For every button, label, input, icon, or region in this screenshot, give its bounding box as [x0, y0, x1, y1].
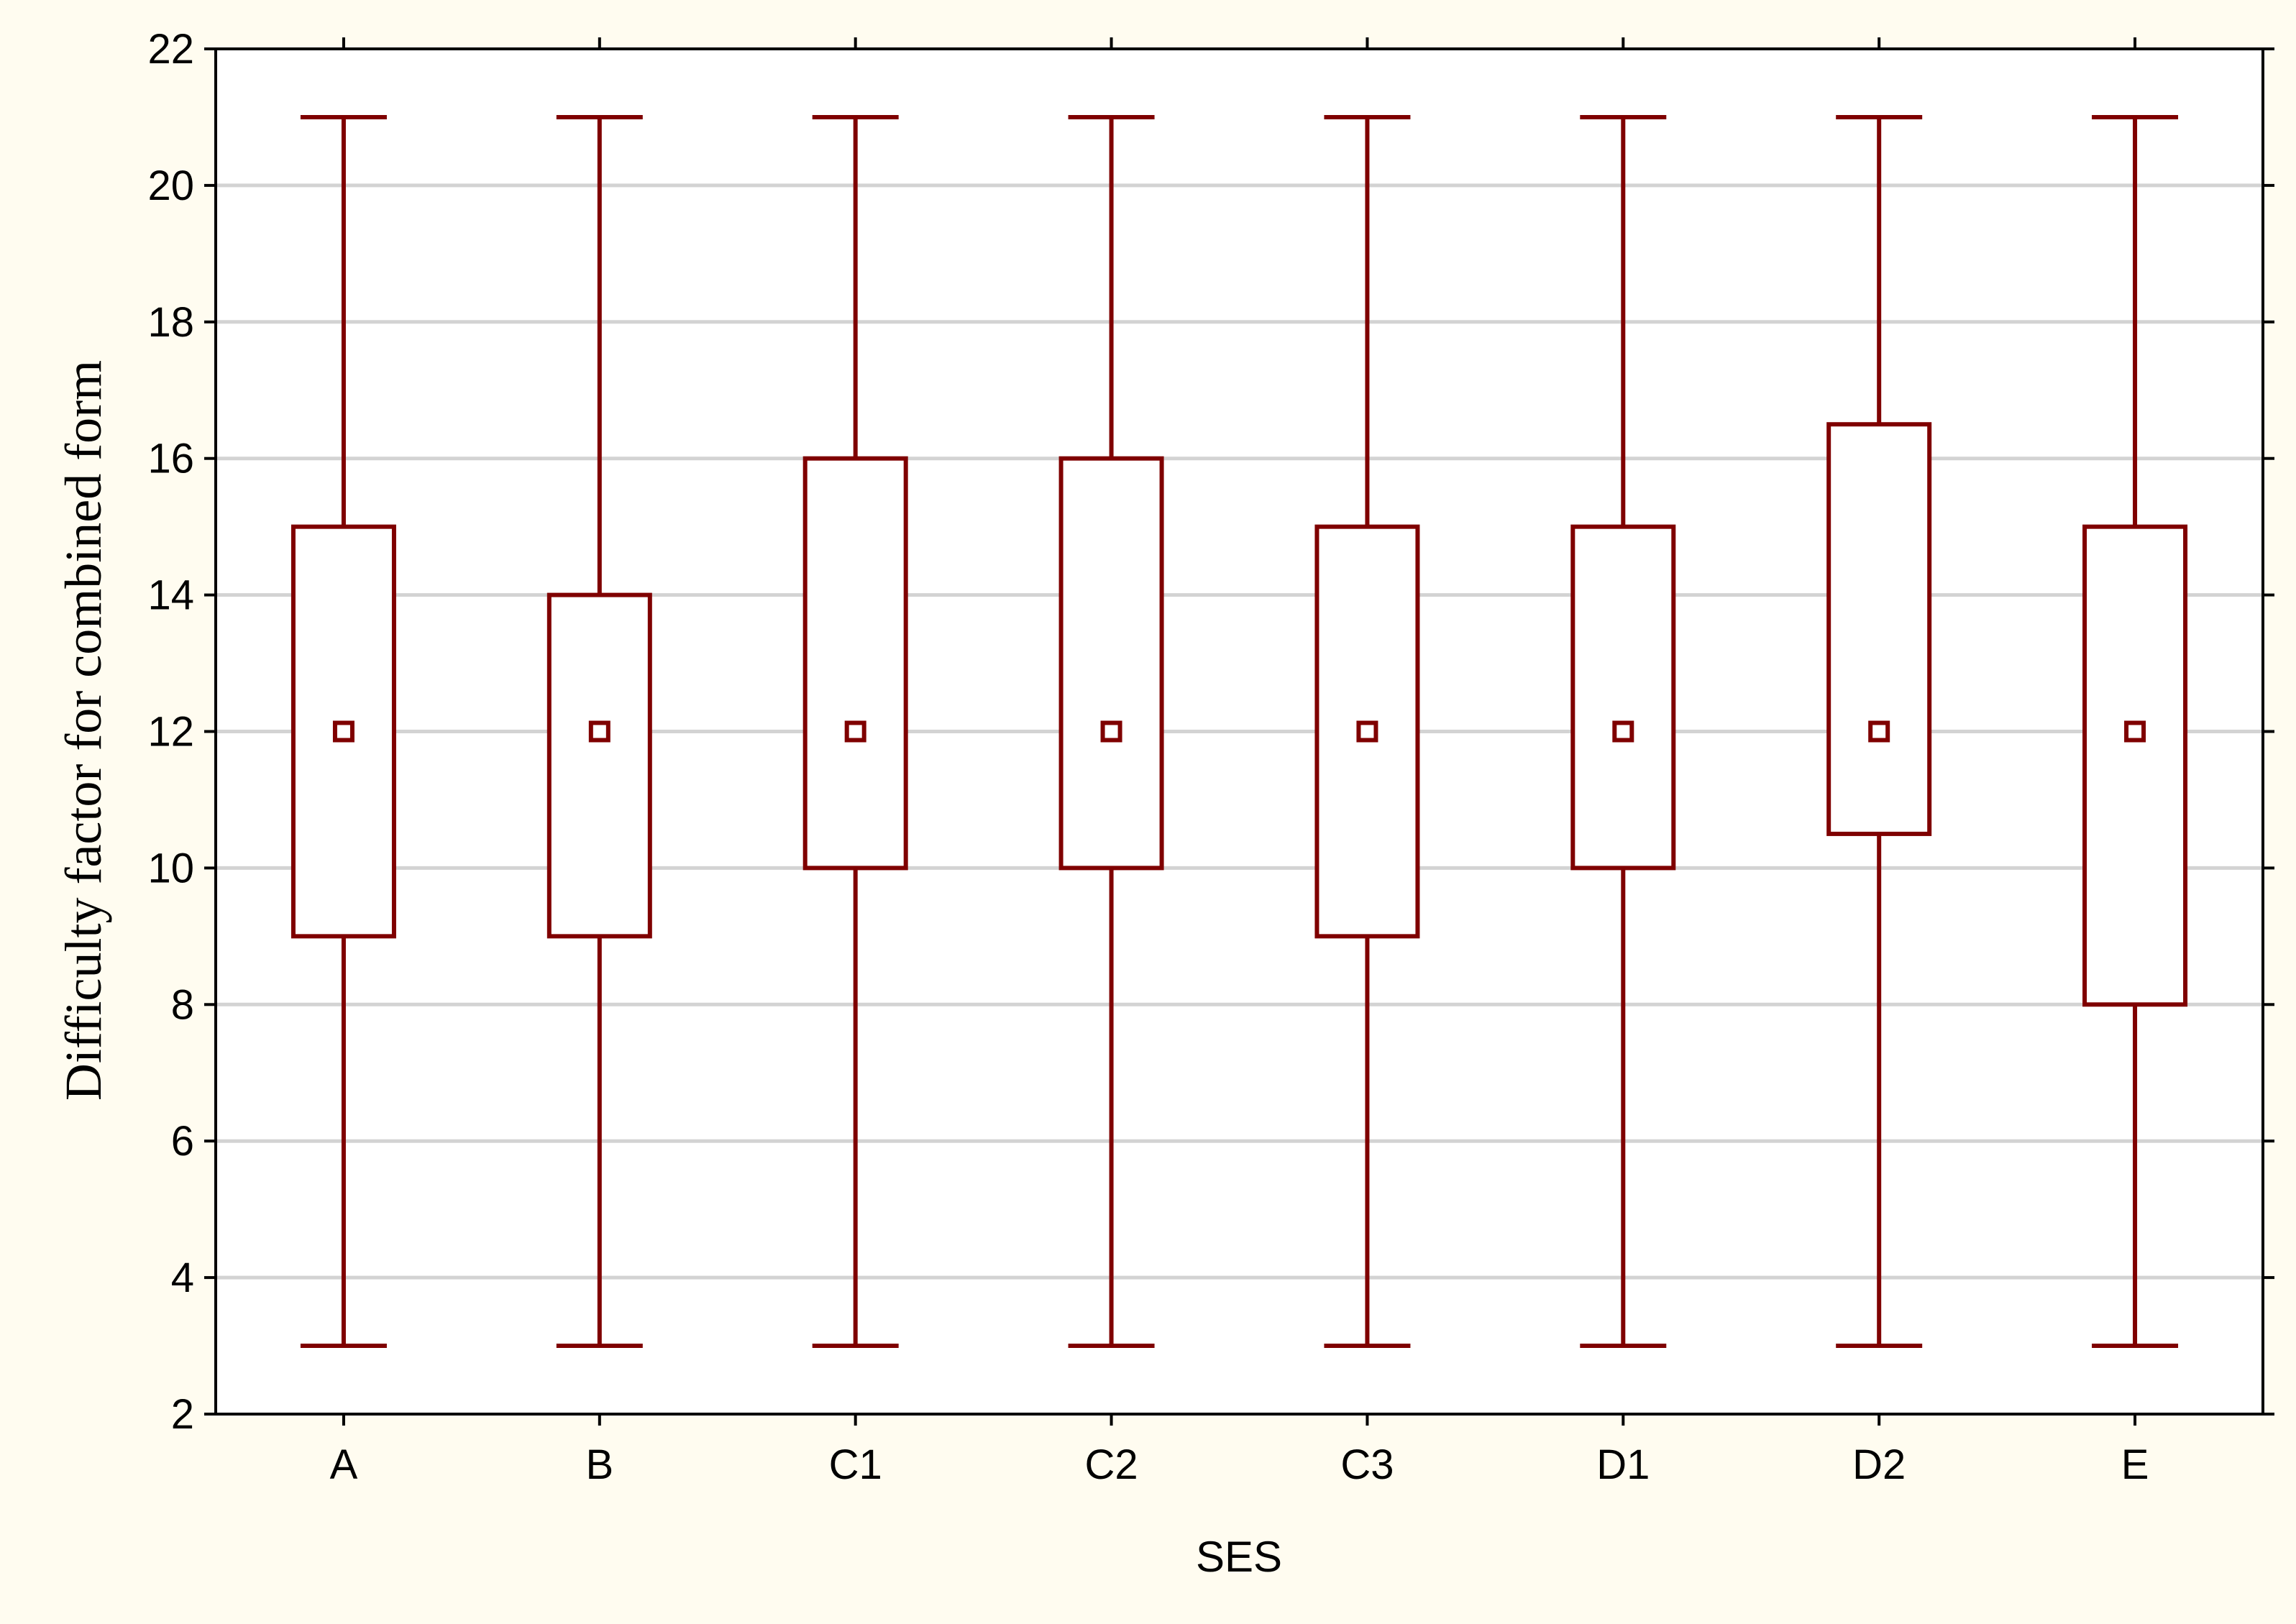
y-tick-label: 4 [171, 1254, 194, 1301]
y-tick-label: 8 [171, 981, 194, 1028]
y-tick-label: 20 [147, 162, 194, 209]
x-tick-label: C2 [1084, 1441, 1138, 1488]
x-tick-label: E [2121, 1441, 2149, 1488]
boxes [291, 114, 2188, 1349]
y-tick-label: 18 [147, 299, 194, 346]
x-tick-label: C3 [1340, 1441, 1394, 1488]
iqr-box [1570, 524, 1676, 871]
y-tick-label: 16 [147, 436, 194, 482]
x-axis-label: SES [1196, 1533, 1282, 1581]
box-group-b [546, 114, 652, 1349]
x-tick-label: B [585, 1441, 613, 1488]
x-tick-label: D2 [1852, 1441, 1906, 1488]
iqr-box [1826, 422, 1932, 836]
y-axis-ticks: 2 4 6 8 10 12 14 16 18 20 22 [147, 26, 2274, 1438]
iqr-box [802, 456, 908, 871]
median-marker [844, 720, 866, 743]
y-tick-label: 14 [147, 572, 194, 619]
median-marker [2124, 720, 2146, 743]
median-marker [1356, 720, 1378, 743]
median-marker [1612, 720, 1634, 743]
median-marker [1868, 720, 1890, 743]
y-tick-label: 12 [147, 709, 194, 756]
median-marker [1100, 720, 1122, 743]
y-tick-label: 6 [171, 1118, 194, 1165]
plot-frame [214, 47, 2264, 1416]
box-group-c3 [1314, 114, 1420, 1349]
box-group-a [291, 114, 396, 1349]
y-tick-label: 2 [171, 1391, 194, 1438]
y-tick-label: 22 [147, 26, 194, 73]
median-marker [332, 720, 355, 743]
box-group-d2 [1826, 114, 1932, 1349]
x-axis-ticks: A B C1 C2 C3 D1 D2 E [330, 37, 2149, 1488]
box-group-d1 [1570, 114, 1676, 1349]
iqr-box [546, 592, 652, 939]
box-group-c2 [1058, 114, 1164, 1349]
x-tick-label: C1 [829, 1441, 882, 1488]
y-axis-label: Difficulty factor for combined form [55, 360, 112, 1101]
x-tick-label: D1 [1596, 1441, 1650, 1488]
iqr-box [2082, 524, 2188, 1007]
y-tick-label: 10 [147, 845, 194, 891]
box-group-e [2082, 114, 2188, 1349]
box-group-c1 [802, 114, 908, 1349]
median-marker [588, 720, 610, 743]
iqr-box [1058, 456, 1164, 871]
x-tick-label: A [330, 1441, 358, 1488]
